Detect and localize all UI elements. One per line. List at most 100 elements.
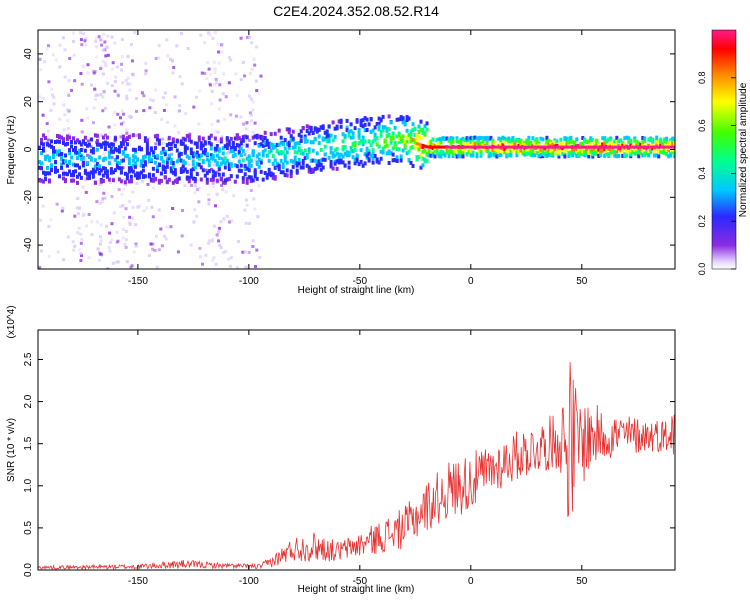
heatmap-cell: [553, 142, 557, 147]
heatmap-cell: [267, 141, 271, 146]
heatmap-cell: [523, 152, 527, 157]
heatmap-cell: [207, 31, 211, 35]
heatmap-cell: [309, 128, 313, 133]
heatmap-cell: [155, 265, 159, 269]
heatmap-cell: [357, 133, 361, 138]
heatmap-cell: [85, 143, 89, 148]
heatmap-cell: [367, 151, 371, 156]
heatmap-cell: [283, 138, 287, 142]
heatmap-cell: [166, 120, 170, 124]
heatmap-cell: [595, 147, 599, 152]
heatmap-cell: [106, 267, 110, 269]
heatmap-cell: [327, 124, 331, 129]
heatmap-cell: [107, 246, 111, 250]
heatmap-cell: [497, 149, 501, 154]
heatmap-cell: [421, 156, 425, 161]
heatmap-cell: [195, 154, 199, 159]
heatmap-cell: [405, 128, 409, 133]
heatmap-cell: [235, 266, 239, 269]
heatmap-cell: [217, 239, 221, 243]
heatmap-cell: [419, 143, 423, 147]
heatmap-cell: [271, 172, 275, 177]
heatmap-cell: [279, 170, 283, 175]
heatmap-cell: [209, 72, 213, 76]
heatmap-cell: [333, 148, 337, 153]
heatmap-cell: [349, 122, 353, 127]
heatmap-cell: [101, 166, 105, 171]
heatmap-cell: [501, 143, 505, 148]
heatmap-cell: [399, 136, 403, 141]
heatmap-cell: [207, 67, 211, 71]
heatmap-cell: [125, 172, 129, 177]
heatmap-cell: [525, 145, 529, 149]
heatmap-cell: [573, 147, 577, 152]
heatmap-cell: [249, 178, 253, 183]
heatmap-cell: [491, 145, 495, 149]
heatmap-cell: [72, 136, 75, 141]
y-tick-label: 0.0: [23, 563, 34, 577]
heatmap-cell: [68, 169, 71, 174]
heatmap-cell: [209, 142, 213, 147]
heatmap-cell: [45, 47, 49, 51]
heatmap-cell: [561, 145, 565, 149]
heatmap-cell: [591, 138, 595, 143]
heatmap-cell: [371, 151, 375, 156]
heatmap-cell: [241, 158, 245, 163]
heatmap-cell: [255, 154, 259, 159]
heatmap-cell: [95, 162, 99, 167]
heatmap-cell: [303, 134, 307, 139]
heatmap-cell: [379, 129, 383, 134]
heatmap-cell: [353, 126, 357, 131]
heatmap-cell: [143, 136, 147, 141]
heatmap-cell: [135, 157, 139, 162]
heatmap-cell: [207, 140, 211, 145]
heatmap-cell: [297, 161, 301, 166]
heatmap-cell: [405, 151, 409, 156]
heatmap-cell: [295, 141, 299, 146]
heatmap-cell: [122, 112, 126, 116]
heatmap-cell: [254, 158, 258, 162]
heatmap-cell: [100, 200, 104, 204]
heatmap-cell: [603, 140, 607, 145]
heatmap-cell: [397, 133, 401, 138]
heatmap-cell: [341, 139, 345, 144]
heatmap-cell: [323, 152, 327, 157]
heatmap-cell: [191, 162, 195, 167]
heatmap-cell: [143, 162, 147, 167]
heatmap-cell: [349, 135, 353, 140]
heatmap-cell: [103, 140, 107, 145]
heatmap-cell: [479, 149, 483, 154]
heatmap-cell: [42, 133, 45, 138]
heatmap-cell: [553, 145, 557, 149]
heatmap-cell: [257, 152, 261, 157]
heatmap-cell: [110, 67, 114, 71]
heatmap-cell: [471, 153, 475, 158]
heatmap-cell: [117, 166, 121, 171]
heatmap-cell: [565, 145, 569, 149]
heatmap-cell: [110, 35, 114, 39]
heatmap-cell: [127, 134, 131, 139]
heatmap-cell: [79, 156, 83, 161]
heatmap-cell: [249, 113, 253, 117]
heatmap-cell: [163, 175, 167, 180]
heatmap-cell: [171, 170, 175, 175]
heatmap-cell: [228, 264, 232, 268]
heatmap-cell: [451, 150, 455, 155]
heatmap-cell: [575, 145, 579, 149]
heatmap-cell: [80, 82, 84, 86]
heatmap-cell: [187, 175, 191, 180]
heatmap-cell: [97, 258, 101, 262]
heatmap-cell: [603, 145, 607, 149]
heatmap-cell: [68, 151, 71, 156]
heatmap-cell: [515, 138, 519, 143]
heatmap-cell: [175, 180, 179, 184]
heatmap-cell: [621, 148, 625, 152]
heatmap-cell: [615, 145, 619, 149]
heatmap-cell: [299, 139, 303, 143]
heatmap-cell: [183, 167, 187, 172]
heatmap-cell: [191, 142, 195, 146]
heatmap-cell: [361, 118, 365, 123]
heatmap-cell: [275, 149, 279, 154]
heatmap-cell: [223, 156, 227, 161]
heatmap-cell: [567, 151, 571, 156]
